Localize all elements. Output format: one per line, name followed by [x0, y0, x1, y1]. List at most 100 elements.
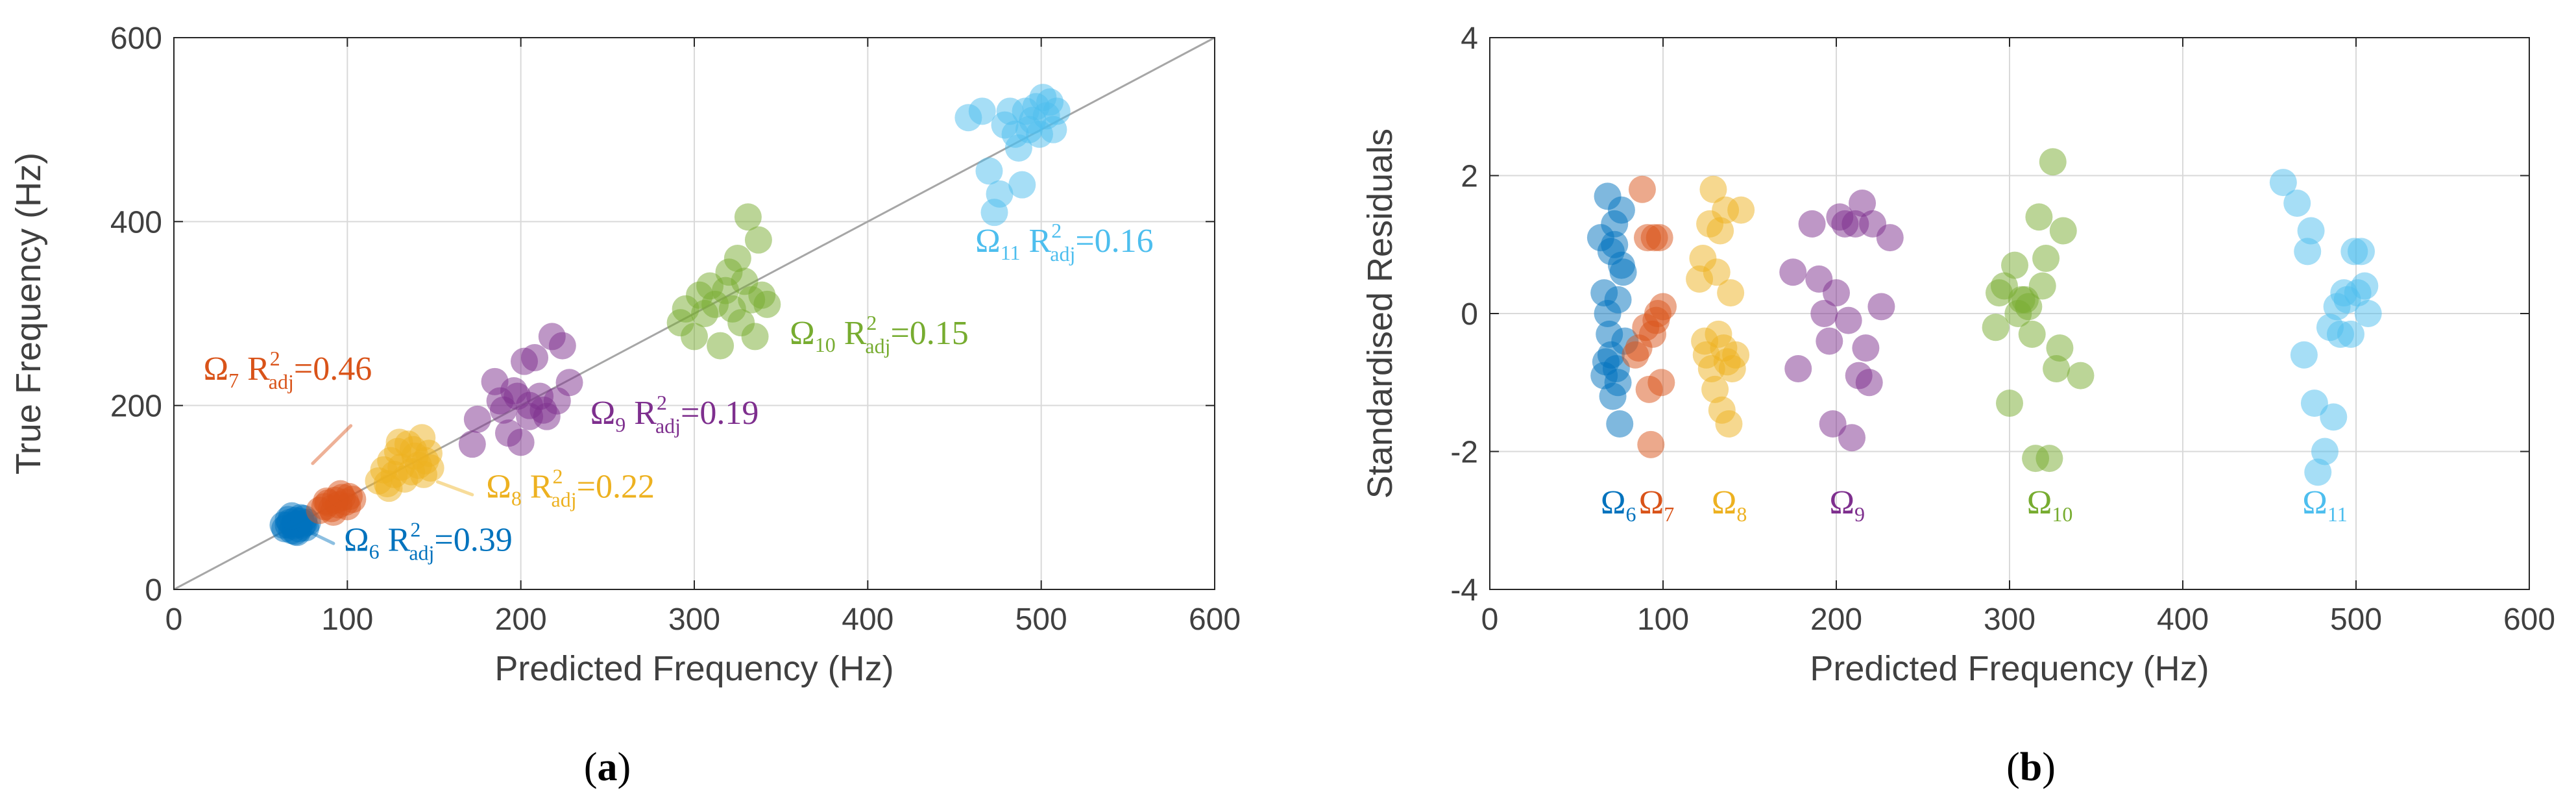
omega11-point: [2269, 169, 2297, 197]
omega8-r2-annotation: Ω8 R2 adj=0.22: [486, 464, 655, 511]
panel-b-chart: 0 100 200 300 400 500 600 -4 -2 0 2 4 Predicted Freq…: [1361, 21, 2555, 789]
omega10-group-label: Ω10: [2027, 484, 2073, 526]
omega10-point: [744, 226, 772, 254]
omega6-point: [1601, 230, 1629, 258]
omega-subscript: 7: [228, 369, 239, 392]
omega10-point: [2043, 355, 2071, 382]
omega8-leader-line: [435, 480, 474, 497]
omega8-point: [1715, 410, 1743, 438]
r2-value: 0.22: [596, 468, 655, 505]
omega6-point: [1597, 341, 1625, 369]
omega8-point: [399, 436, 427, 463]
omega-subscript: 11: [2327, 502, 2348, 526]
omega6-point: [1607, 196, 1635, 224]
series-omega7: [306, 480, 367, 526]
omega11-point: [2320, 403, 2348, 431]
series-omega9: [458, 323, 583, 458]
omega10-point: [2025, 203, 2053, 231]
caption-paren: ): [618, 745, 631, 789]
omega-subscript: 10: [2052, 502, 2072, 526]
omega9-point: [1779, 258, 1807, 286]
omega9-point: [1823, 279, 1850, 307]
caption-paren: (: [584, 745, 598, 789]
x-tick-label: 100: [321, 602, 373, 637]
omega7-point: [1647, 369, 1675, 397]
omega11-point: [2351, 272, 2379, 300]
panel-caption: (a): [584, 745, 631, 789]
y-tick-label: 400: [110, 205, 162, 240]
omega10-point: [2039, 148, 2067, 176]
omega11-point: [2290, 341, 2318, 369]
y-tick-label: 0: [145, 573, 162, 608]
omega10-point: [2046, 334, 2074, 362]
r-superscript: 2: [657, 391, 667, 414]
omega11-r2-annotation: Ω11 R2 adj=0.16: [975, 219, 1154, 266]
omega-subscript: 7: [1664, 502, 1674, 526]
omega11-point: [986, 180, 1014, 208]
omega11-point: [2283, 190, 2311, 217]
omega11-point: [2304, 458, 2332, 486]
r-subscript: adj: [269, 370, 294, 393]
omega10-point: [2028, 272, 2056, 300]
omega-symbol: Ω: [2302, 484, 2327, 521]
omega9-point: [1849, 190, 1877, 217]
omega-symbol: Ω: [590, 395, 616, 432]
r-superscript: 2: [270, 347, 280, 370]
omega6-point: [1606, 410, 1634, 438]
x-tick-label: 0: [1481, 602, 1499, 637]
omega11-point: [2300, 389, 2328, 417]
omega-symbol: Ω: [975, 223, 1001, 260]
r-subscript: adj: [409, 541, 434, 565]
x-tick-label: 0: [165, 602, 183, 637]
omega9-point: [1838, 424, 1866, 452]
omega-symbol: Ω: [1829, 484, 1854, 521]
x-tick-label: 400: [2157, 602, 2209, 637]
omega7-point: [1649, 293, 1677, 321]
omega-subscript: 8: [511, 486, 522, 510]
y-tick-label: 200: [110, 389, 162, 424]
omega11-point: [2297, 217, 2325, 245]
equals-sign: =: [294, 351, 313, 388]
omega6-group-label: Ω6: [1601, 484, 1636, 526]
r-subscript: adj: [552, 488, 577, 511]
caption-paren: ): [2042, 745, 2056, 789]
x-tick-label: 200: [495, 602, 547, 637]
r-subscript: adj: [865, 334, 890, 358]
x-axis-label: Predicted Frequency (Hz): [1810, 649, 2209, 688]
omega10-point: [723, 245, 751, 272]
omega-subscript: 11: [1001, 241, 1021, 264]
x-axis-label: Predicted Frequency (Hz): [494, 649, 893, 688]
omega10-point: [741, 323, 769, 351]
r-symbol: R: [836, 315, 867, 352]
omega-subscript: 10: [815, 333, 836, 356]
omega11-point: [2337, 320, 2364, 348]
r-subscript: adj: [655, 414, 681, 438]
omega6-r2-annotation: Ω6 R2 adj=0.39: [344, 518, 513, 565]
y-axis-label: True Frequency (Hz): [9, 153, 48, 475]
x-tick-label: 600: [1189, 602, 1241, 637]
omega-symbol: Ω: [1639, 484, 1664, 521]
omega9-point: [1798, 210, 1826, 238]
omega8-group-label: Ω8: [1712, 484, 1747, 526]
omega9-point: [1784, 355, 1812, 382]
omega7-point: [1637, 430, 1665, 458]
r2-value: 0.16: [1095, 223, 1154, 260]
series-omega11: [954, 84, 1071, 227]
r2-value: 0.39: [454, 522, 513, 559]
omega11-point: [2294, 238, 2322, 266]
omega-symbol: Ω: [203, 351, 228, 388]
omega9-point: [458, 430, 486, 458]
omega9-group-label: Ω9: [1829, 484, 1865, 526]
omega10-point: [707, 332, 735, 360]
series-omega7: [1622, 175, 1677, 458]
omega-subscript: 6: [1626, 502, 1636, 526]
omega-subscript: 9: [615, 413, 626, 436]
omega6-point: [1604, 369, 1632, 397]
omega-symbol: Ω: [2027, 484, 2052, 521]
panel-a-chart: 0 100 200 300 400 500 600 0 200 400 600 Predicted F…: [9, 21, 1241, 789]
y-tick-label: 2: [1461, 160, 1478, 194]
omega11-point: [968, 97, 996, 125]
caption-letter: a: [598, 745, 618, 789]
omega9-point: [1852, 334, 1880, 362]
y-tick-label: 4: [1461, 21, 1478, 56]
